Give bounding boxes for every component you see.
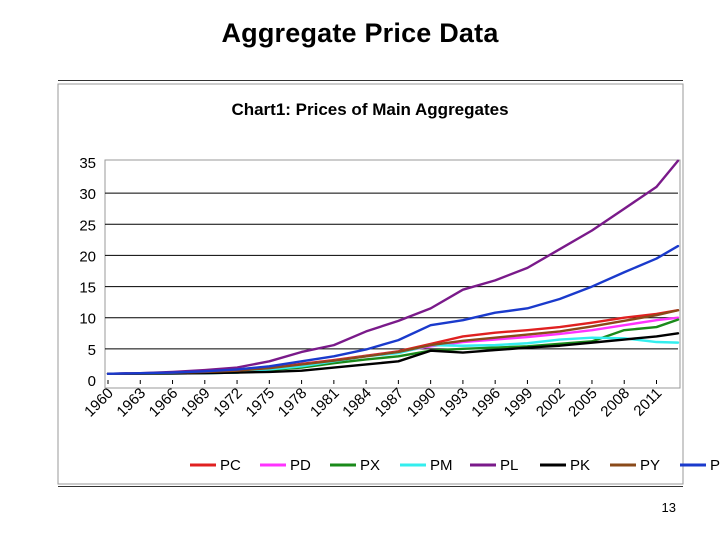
legend-label-pk: PK [570,457,590,474]
gridlines [105,192,678,350]
y-tick-label: 5 [88,342,96,359]
legend-label-pz: PZ [710,457,720,474]
legend-label-pd: PD [290,457,311,474]
slide-title: Aggregate Price Data [221,18,499,48]
plot-area-border [104,159,681,389]
y-tick-label: 15 [79,280,96,297]
bottom-divider [58,486,683,487]
y-tick-label: 30 [79,186,96,203]
series-line-pz [106,244,680,375]
legend-label-pc: PC [220,457,241,474]
legend-label-px: PX [360,457,380,474]
page-number: 13 [661,500,676,515]
y-tick-label: 10 [79,311,96,328]
y-tick-label: 0 [88,373,96,390]
series-line-pl [106,159,680,375]
legend: PC PD PX PM PL PK PY PZ [190,457,720,474]
legend-label-pm: PM [430,457,453,474]
y-tick-label: 20 [79,248,96,265]
y-tick-label: 25 [79,217,96,234]
chart-area-border [57,83,684,485]
chart-title: Chart1: Prices of Main Aggregates [231,100,508,119]
legend-label-pl: PL [500,457,518,474]
y-tick-label: 35 [79,155,96,172]
legend-label-py: PY [640,457,660,474]
series-line-pk [106,332,680,375]
top-divider [58,80,683,81]
series-lines [106,159,680,375]
y-axis-ticks: 0 5 10 15 20 25 30 35 [79,155,96,390]
